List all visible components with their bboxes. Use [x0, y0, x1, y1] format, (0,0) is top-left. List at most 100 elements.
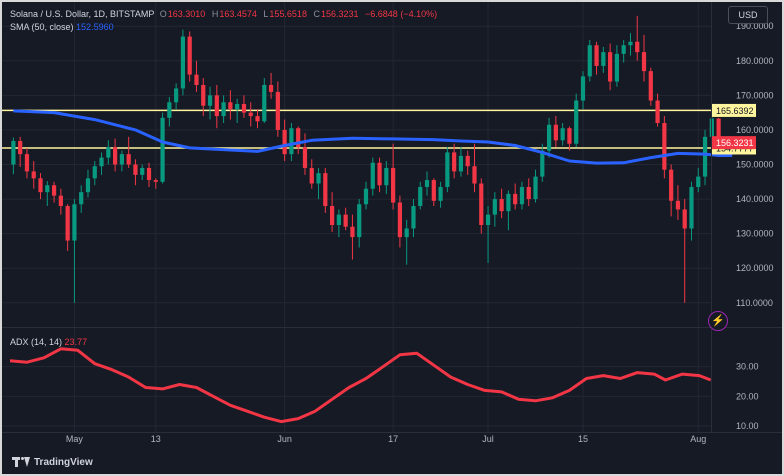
candle — [289, 123, 294, 162]
candle-body — [51, 185, 57, 196]
candle-body — [594, 45, 599, 66]
adx-tick-label: 10.00 — [736, 421, 759, 431]
candle — [228, 90, 233, 120]
candle — [499, 188, 504, 219]
sma-value: 152.5960 — [76, 22, 114, 32]
candle — [329, 192, 335, 232]
candle-body — [526, 186, 531, 200]
adx-legend[interactable]: ADX (14, 14) 23.77 — [10, 336, 87, 348]
candle-body — [465, 155, 470, 167]
price-tick-label: 130.0000 — [736, 229, 774, 239]
candle — [45, 181, 50, 206]
candle-body — [689, 186, 694, 229]
candle-body — [113, 147, 118, 165]
candle — [350, 214, 355, 260]
candle-body — [207, 95, 213, 106]
candle — [201, 78, 206, 117]
candle — [167, 97, 172, 127]
candle — [336, 209, 341, 238]
sma-label: SMA (50, close) — [10, 22, 74, 32]
candle — [282, 119, 287, 162]
time-tick-label: 13 — [151, 434, 161, 444]
candle — [31, 161, 36, 189]
candle-body — [316, 173, 321, 184]
candle — [682, 199, 687, 303]
candle — [465, 150, 470, 175]
last-price-label: 156.3231 — [716, 138, 754, 148]
candle-body — [275, 91, 280, 130]
candle — [316, 167, 321, 200]
candle-body — [241, 103, 247, 113]
price-tick-label: 170.0000 — [736, 90, 774, 100]
candle — [72, 199, 77, 303]
candle — [275, 81, 280, 137]
candle — [262, 78, 267, 124]
candle-body — [262, 84, 267, 122]
candle-body — [370, 162, 375, 189]
candle — [458, 147, 464, 177]
candle-body — [11, 140, 16, 165]
candle-body — [608, 52, 613, 82]
candle — [580, 71, 586, 110]
candle — [452, 143, 457, 179]
candle-body — [702, 136, 708, 177]
candle-body — [296, 128, 301, 148]
candle-body — [248, 112, 253, 117]
candle-body — [546, 124, 552, 151]
candle-body — [580, 76, 586, 101]
candle — [79, 185, 84, 213]
candle-body — [628, 41, 633, 46]
flash-icon[interactable]: ⚡ — [708, 311, 728, 331]
candle — [363, 181, 369, 210]
candle-body — [302, 147, 308, 168]
candle-body — [648, 71, 653, 101]
candle — [207, 86, 213, 120]
candle — [641, 34, 647, 82]
candle — [404, 219, 409, 265]
tradingview-logo: TradingView — [12, 454, 93, 470]
candle — [119, 150, 124, 172]
candle — [302, 133, 308, 175]
candle — [255, 109, 260, 129]
candle-body — [363, 188, 369, 205]
candle — [587, 40, 592, 82]
candle — [479, 178, 484, 234]
candle — [635, 15, 640, 61]
currency-button[interactable]: USD — [728, 6, 768, 24]
candle-body — [153, 180, 158, 182]
adx-value: 23.77 — [64, 337, 88, 347]
candle — [235, 98, 240, 124]
level-label: 165.6392 — [716, 106, 754, 116]
candle — [38, 173, 43, 200]
candle-body — [38, 178, 43, 193]
price-tick-label: 110.0000 — [736, 298, 773, 308]
candle — [58, 188, 63, 215]
candle-body — [160, 117, 165, 182]
sma-legend[interactable]: SMA (50, close) 152.5960 — [10, 21, 114, 33]
candle-body — [587, 45, 592, 77]
time-tick-label: 17 — [388, 434, 398, 444]
candle — [214, 84, 219, 129]
candle-body — [336, 214, 341, 226]
candle — [153, 178, 158, 189]
price-tick-label: 150.0000 — [736, 160, 774, 170]
adx-label: ADX (14, 14) — [10, 337, 63, 347]
candle — [391, 143, 396, 210]
candle-body — [201, 84, 206, 106]
candle-body — [560, 128, 565, 141]
candle-body — [282, 129, 287, 155]
horizontal-levels — [2, 109, 711, 149]
ohlc-legend: Solana / U.S. Dollar, 1D, BITSTAMP O163.… — [10, 8, 441, 20]
candle — [174, 83, 179, 110]
candle-body — [228, 102, 233, 110]
candle — [65, 204, 70, 251]
candle-body — [309, 167, 314, 184]
last-price-box — [712, 136, 756, 150]
candle — [485, 205, 491, 264]
candle — [140, 164, 145, 181]
candle — [411, 199, 416, 238]
candle-body — [92, 166, 97, 179]
candle-body — [85, 178, 91, 193]
h-label: H — [211, 9, 219, 19]
